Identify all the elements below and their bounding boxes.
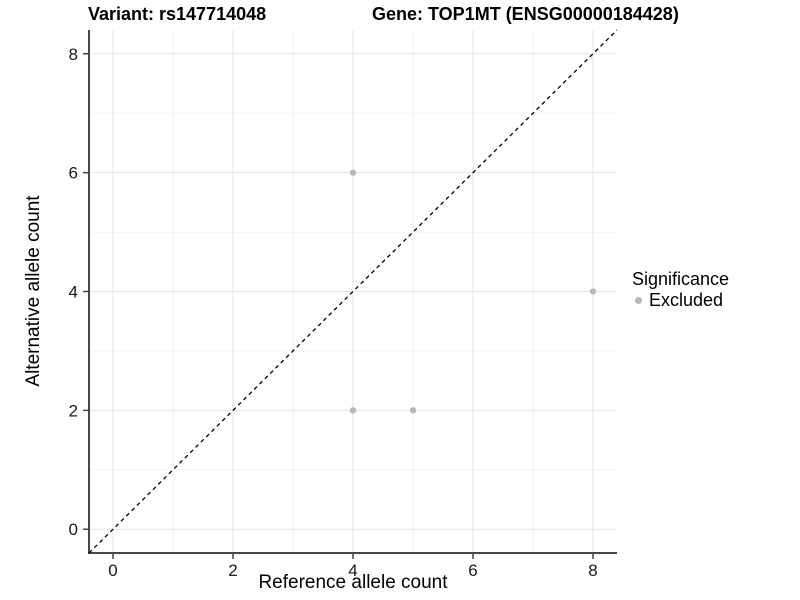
x-tick-label: 2 bbox=[228, 561, 237, 580]
legend-item-label: Excluded bbox=[649, 290, 724, 310]
data-point bbox=[409, 407, 417, 414]
legend-point-icon bbox=[635, 296, 642, 304]
x-tick-label: 0 bbox=[108, 561, 117, 580]
legend-item-excluded: Excluded bbox=[632, 290, 729, 310]
y-tick-label: 6 bbox=[69, 164, 78, 183]
data-point bbox=[349, 407, 357, 414]
x-axis-title: Reference allele count bbox=[258, 572, 448, 593]
y-tick-label: 2 bbox=[69, 401, 78, 420]
plot-title-gene: Gene: TOP1MT (ENSG00000184428) bbox=[372, 4, 679, 24]
legend: Significance Excluded bbox=[632, 269, 729, 310]
y-tick-label: 8 bbox=[69, 45, 78, 64]
identity-line bbox=[88, 29, 618, 554]
data-point bbox=[589, 288, 597, 295]
data-point bbox=[349, 169, 357, 176]
y-tick-label: 0 bbox=[69, 520, 78, 539]
x-tick-label: 4 bbox=[348, 561, 357, 580]
y-tick-label: 4 bbox=[69, 283, 78, 302]
plot-title-variant: Variant: rs147714048 bbox=[88, 4, 267, 24]
legend-title: Significance bbox=[632, 269, 730, 289]
x-tick-label: 6 bbox=[468, 561, 477, 580]
y-axis-title: Alternative allele count bbox=[23, 195, 44, 387]
x-tick-label: 8 bbox=[588, 561, 597, 580]
